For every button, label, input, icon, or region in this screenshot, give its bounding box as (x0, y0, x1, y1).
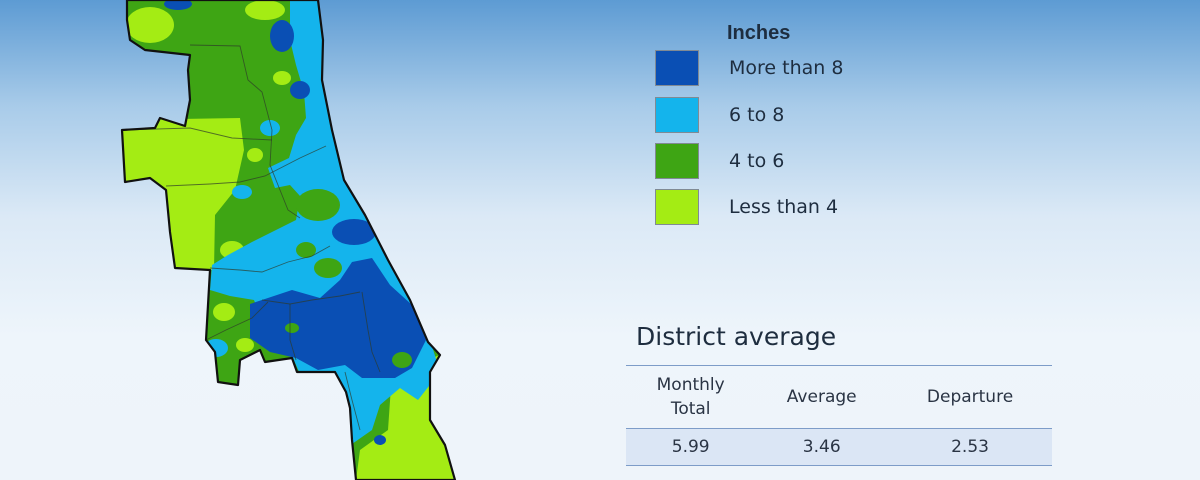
value-departure: 2.53 (888, 428, 1052, 466)
legend-label: 4 to 6 (729, 150, 785, 172)
header-departure: Departure (888, 365, 1052, 429)
header-monthly-total: Monthly Total (626, 365, 756, 429)
legend-item-less-than-4: Less than 4 (655, 189, 1055, 229)
legend-item-4-to-6: 4 to 6 (655, 143, 1055, 183)
fill-more-than-8 (164, 0, 426, 445)
legend-title: Inches (727, 22, 791, 44)
rainfall-fill-layers (122, 0, 455, 480)
table-header-row: Monthly Total Average Departure (626, 365, 1052, 429)
legend-swatch (655, 143, 699, 179)
district-average-table: Monthly Total Average Departure 5.99 3.4… (626, 365, 1052, 466)
table-row: 5.99 3.46 2.53 (626, 428, 1052, 466)
rainfall-map (120, 0, 457, 480)
value-average: 3.46 (755, 428, 889, 466)
legend-swatch (655, 189, 699, 225)
legend-label: More than 8 (729, 57, 844, 79)
district-average-title: District average (636, 322, 837, 351)
legend-label: Less than 4 (729, 196, 839, 218)
district-average-panel: District average Monthly Total Average D… (626, 322, 1052, 466)
legend-item-more-than-8: More than 8 (655, 50, 1055, 90)
value-monthly-total: 5.99 (626, 428, 756, 466)
legend-label: 6 to 8 (729, 104, 785, 126)
county-boundaries (124, 44, 381, 431)
legend-item-6-to-8: 6 to 8 (655, 97, 1055, 137)
header-average: Average (755, 365, 889, 429)
legend-swatch (655, 50, 699, 86)
legend-swatch (655, 97, 699, 133)
green-patches (285, 189, 412, 368)
